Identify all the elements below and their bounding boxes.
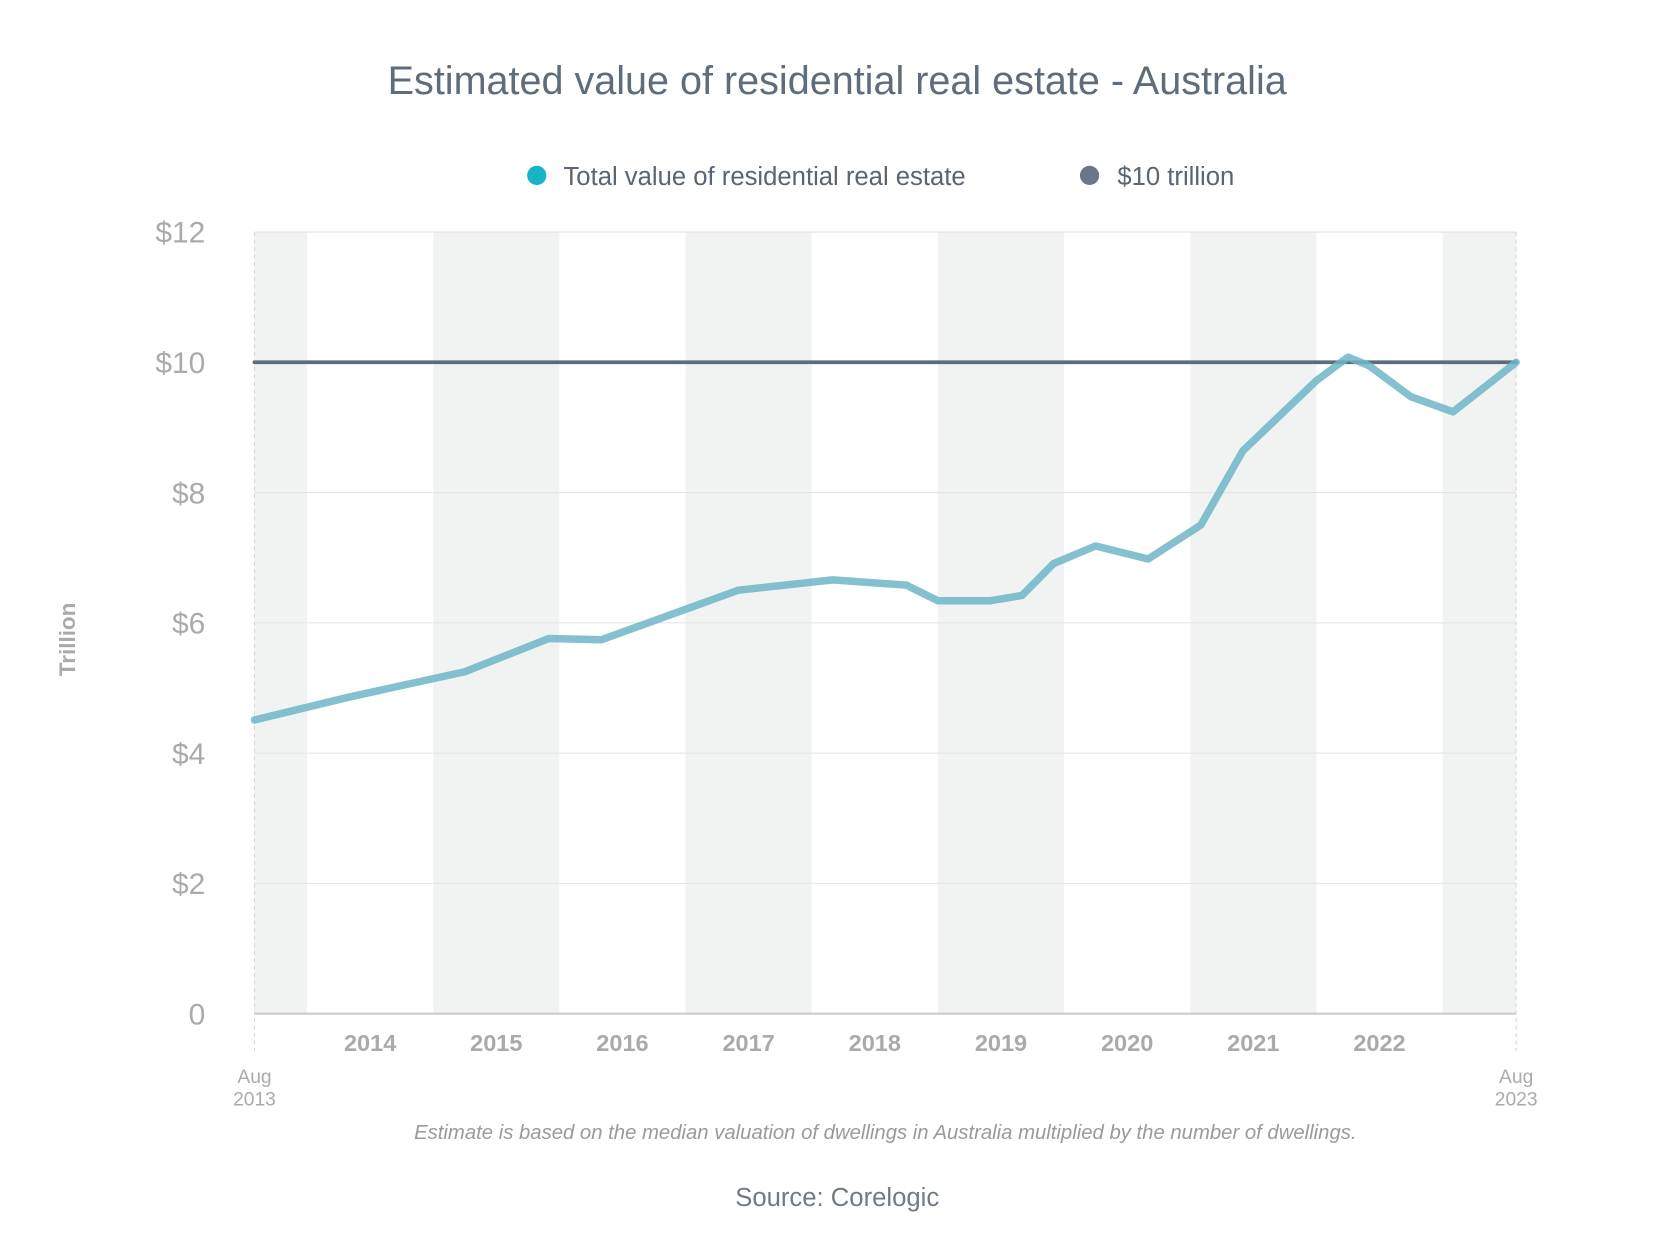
x-tick-label: 2014 xyxy=(344,1030,396,1056)
y-axis-label: Trillion xyxy=(55,603,80,677)
x-edge-label: 2023 xyxy=(1495,1090,1538,1111)
y-tick-label: $2 xyxy=(172,868,205,901)
line-total-value xyxy=(250,353,1520,724)
legend-label-total[interactable]: Total value of residential real estate xyxy=(563,163,965,191)
x-edge-label: Aug xyxy=(1499,1067,1533,1088)
x-tick-label: 2016 xyxy=(596,1030,648,1056)
x-tick-label: 2019 xyxy=(975,1030,1027,1056)
y-tick-label: $4 xyxy=(172,738,205,771)
y-tick-label: $6 xyxy=(172,608,205,641)
legend: Total value of residential real estate $… xyxy=(527,163,1234,191)
y-tick-label: $12 xyxy=(155,217,205,250)
x-tick-label: 2015 xyxy=(470,1030,522,1056)
x-tick-label: 2022 xyxy=(1353,1030,1405,1056)
chart-note: Estimate is based on the median valuatio… xyxy=(414,1122,1356,1144)
chart-source: Source: Corelogic xyxy=(735,1184,939,1212)
legend-marker-total xyxy=(527,165,547,186)
x-edge-label: 2013 xyxy=(233,1090,276,1111)
y-tick-label: $10 xyxy=(155,347,205,380)
y-tick-label: $8 xyxy=(172,477,205,510)
chart-title: Estimated value of residential real esta… xyxy=(388,59,1287,103)
x-tick-label: 2020 xyxy=(1101,1030,1153,1056)
plot-lines xyxy=(250,353,1520,724)
x-tick-label: 2021 xyxy=(1227,1030,1279,1056)
y-tick-label: 0 xyxy=(189,998,206,1031)
x-tick-label: 2017 xyxy=(722,1030,774,1056)
legend-label-10-trillion[interactable]: $10 trillion xyxy=(1117,163,1234,191)
x-tick-label: 2018 xyxy=(849,1030,901,1056)
y-axis: 0 $2 $4 $6 $8 $10 $12 xyxy=(155,217,205,1032)
legend-marker-10-trillion xyxy=(1079,165,1100,186)
x-axis: 2014 2015 2016 2017 2018 2019 2020 2021 2022Aug2… xyxy=(233,1030,1537,1111)
x-edge-label: Aug xyxy=(237,1067,271,1088)
